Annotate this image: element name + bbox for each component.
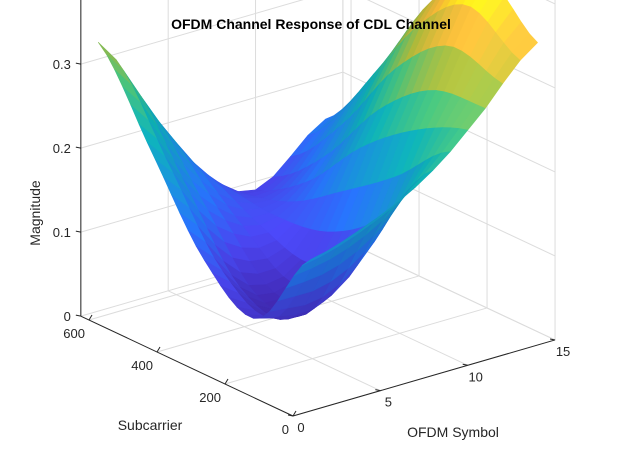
x-tick-mark (375, 389, 381, 392)
z-tick-mark (75, 146, 81, 149)
x-axis-label: OFDM Symbol (407, 424, 499, 440)
x-tick-label: 15 (556, 344, 570, 359)
y-tick-mark (88, 314, 93, 321)
y-tick-label: 200 (199, 390, 221, 405)
wall-grid-line (80, 0, 304, 65)
axes-lines (75, 0, 556, 417)
x-tick-label: 0 (297, 420, 304, 435)
floor-grid-line (224, 307, 488, 385)
z-axis-label: Magnitude (27, 180, 43, 246)
y-tick-mark (292, 410, 297, 417)
z-tick-label: 0.3 (53, 57, 71, 72)
z-tick-label: 0.1 (53, 225, 71, 240)
y-axis-label: Subcarrier (118, 417, 183, 433)
x-tick-label: 5 (385, 395, 392, 410)
floor-grid-line (167, 290, 381, 392)
surface (98, 0, 538, 320)
z-tick-mark (75, 230, 81, 233)
chart-title: OFDM Channel Response of CDL Channel (171, 16, 451, 32)
surface-patch (98, 41, 125, 72)
x-tick-mark (462, 363, 468, 366)
z-tick-label: 0.2 (53, 141, 71, 156)
x-tick-mark (549, 338, 556, 341)
surface-patch (106, 54, 133, 87)
x-tick-label: 10 (468, 369, 482, 384)
wall-grid-line (80, 71, 344, 149)
z-tick-mark (75, 62, 81, 65)
z-tick-mark (75, 314, 81, 317)
x-tick-mark (287, 414, 294, 417)
y-tick-mark (156, 346, 161, 353)
y-tick-label: 0 (282, 422, 289, 437)
y-tick-mark (224, 378, 229, 385)
y-tick-label: 600 (63, 326, 85, 341)
surface-patch (301, 250, 329, 266)
y-tick-label: 400 (131, 358, 153, 373)
tick-labels: 00.10.20.30.40.50200400600051015 (53, 57, 571, 437)
x-axis-line (292, 339, 556, 417)
z-tick-label: 0 (64, 309, 71, 324)
wall-grid-line (342, 239, 556, 341)
y-axis-line (80, 315, 294, 417)
